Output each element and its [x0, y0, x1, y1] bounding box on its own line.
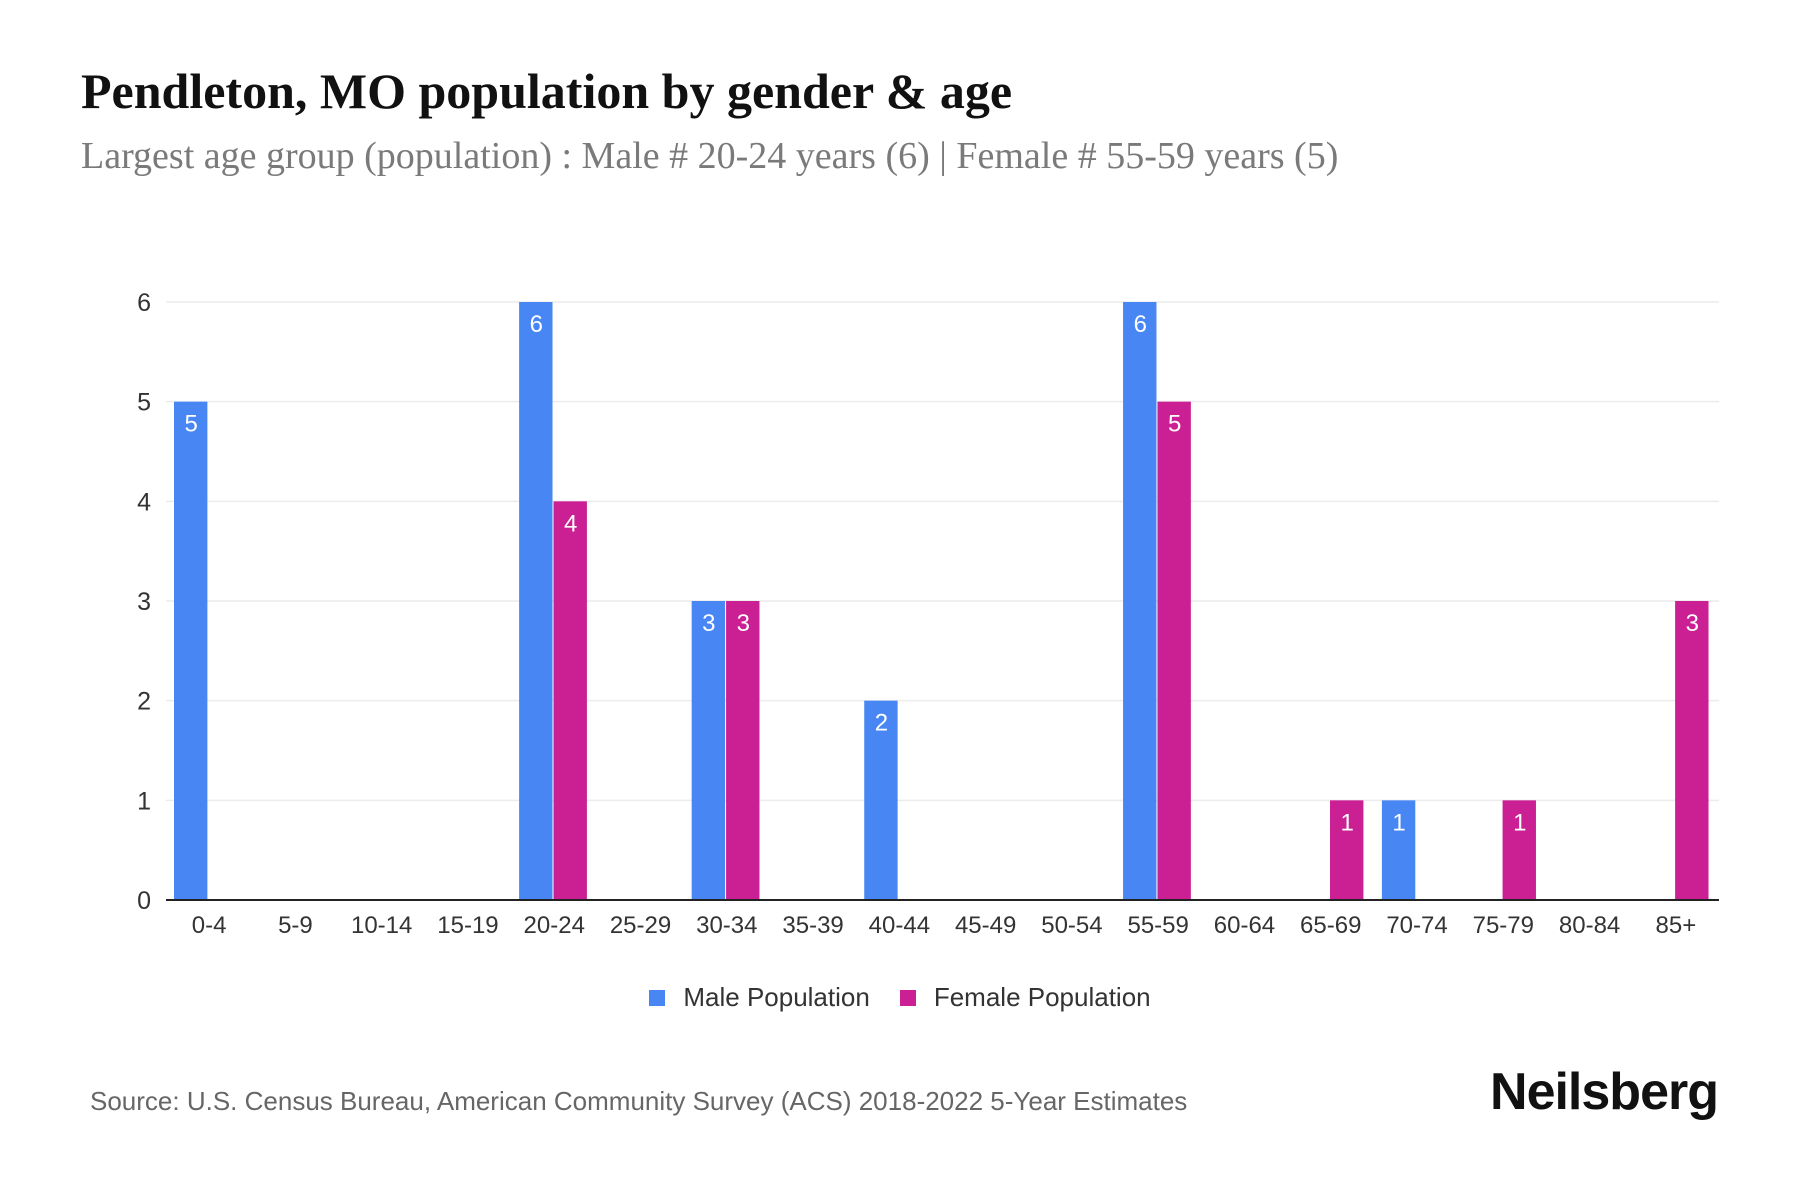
legend-swatch-female: [899, 989, 916, 1006]
x-tick-label: 75-79: [1473, 912, 1534, 939]
bar-female: [1502, 800, 1536, 900]
bar-female: [1330, 800, 1364, 900]
x-tick-label: 55-59: [1127, 912, 1188, 939]
x-tick-label: 50-54: [1041, 912, 1102, 939]
data-label: 3: [702, 610, 715, 637]
y-tick-label: 4: [137, 488, 151, 516]
x-tick-label: 10-14: [351, 912, 412, 939]
y-tick-label: 2: [137, 688, 151, 716]
bar-male: [519, 302, 553, 900]
x-tick-label: 5-9: [278, 912, 313, 939]
bar-female: [1157, 401, 1191, 900]
source-note: Source: U.S. Census Bureau, American Com…: [90, 1086, 1188, 1116]
data-label: 3: [1686, 610, 1699, 637]
x-tick-label: 60-64: [1214, 912, 1275, 939]
x-tick-label: 45-49: [955, 912, 1016, 939]
bar-female: [1675, 601, 1709, 900]
bar-male: [1123, 302, 1157, 900]
x-tick-label: 85+: [1656, 912, 1697, 939]
data-label: 6: [530, 311, 543, 338]
x-tick-label: 30-34: [696, 912, 757, 939]
y-tick-label: 0: [137, 887, 151, 915]
data-label: 5: [185, 411, 198, 438]
x-tick-label: 25-29: [610, 912, 671, 939]
x-tick-label: 70-74: [1386, 912, 1447, 939]
y-tick-label: 6: [137, 289, 151, 317]
legend-label-female: Female Population: [933, 982, 1151, 1012]
x-tick-label: 35-39: [782, 912, 843, 939]
data-label: 3: [737, 610, 750, 637]
bar-female: [726, 601, 760, 900]
x-tick-label: 20-24: [524, 912, 585, 939]
data-label: 5: [1168, 411, 1181, 438]
bar-male: [1381, 800, 1416, 900]
data-label: 6: [1134, 311, 1147, 338]
x-tick-label: 0-4: [192, 912, 227, 939]
legend-label-male: Male Population: [683, 982, 870, 1012]
bar-male: [174, 401, 208, 900]
x-tick-label: 15-19: [437, 912, 498, 939]
neilsberg-logo: Neilsberg: [1490, 1063, 1719, 1121]
legend: Male Population Female Population: [0, 982, 1800, 1013]
x-tick-label: 65-69: [1300, 912, 1361, 939]
bar-male: [691, 601, 726, 900]
bar-female: [553, 501, 587, 900]
data-label: 1: [1341, 809, 1354, 836]
legend-item-male: Male Population: [649, 982, 870, 1013]
y-tick-label: 3: [137, 588, 151, 616]
x-tick-label: 40-44: [869, 912, 930, 939]
data-label: 2: [875, 710, 888, 737]
chart-subtitle: Largest age group (population) : Male # …: [81, 135, 1339, 177]
y-tick-label: 5: [137, 389, 151, 417]
bar-male: [864, 700, 898, 900]
x-tick-label: 80-84: [1559, 912, 1620, 939]
y-tick-label: 1: [137, 787, 151, 815]
legend-item-female: Female Population: [899, 982, 1151, 1013]
data-label: 1: [1392, 809, 1405, 836]
data-label: 4: [564, 510, 577, 537]
legend-swatch-male: [649, 989, 666, 1006]
chart-title: Pendleton, MO population by gender & age: [81, 63, 1013, 119]
data-label: 1: [1513, 809, 1526, 836]
